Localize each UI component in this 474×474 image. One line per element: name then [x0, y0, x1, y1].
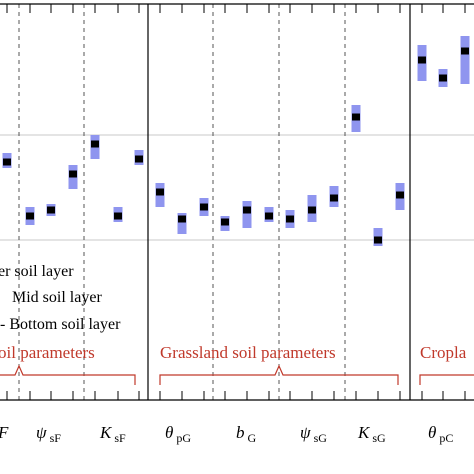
tick-label-symbol-7: θ: [428, 423, 436, 442]
legend-entry-0: per soil layer: [0, 263, 74, 280]
tick-label-0: F: [0, 423, 9, 442]
point-marker-14: [308, 206, 316, 214]
legend-entry-1: Mid soil layer: [12, 289, 102, 306]
tick-label-sub-4: G: [248, 431, 257, 445]
point-marker-9: [200, 203, 208, 211]
tick-label-symbol-5: ψ: [300, 423, 311, 442]
tick-label-sub-6: sG: [372, 431, 386, 445]
point-marker-10: [221, 218, 229, 226]
point-marker-8: [178, 215, 186, 223]
range-bar-8: [177, 213, 187, 234]
point-marker-2: [47, 206, 55, 214]
x-tick-labels: FψsFKsFθpGbGψsGKsGθpC: [0, 423, 453, 445]
point-marker-5: [114, 212, 122, 220]
tick-label-sub-7: pC: [439, 431, 453, 445]
group-label-1: Grassland soil parameters: [160, 343, 336, 362]
tick-label-symbol-6: K: [357, 423, 371, 442]
group-dividers: [18, 4, 411, 400]
group-bracket-0: [0, 364, 136, 385]
point-marker-7: [156, 188, 164, 196]
legend-entry-2: - Bottom soil layer: [0, 316, 121, 333]
tick-label-sub-5: sG: [314, 431, 328, 445]
point-marker-6: [135, 155, 143, 163]
tick-label-7: θ pC: [428, 423, 453, 445]
point-marker-20: [439, 74, 447, 82]
point-marker-16: [352, 113, 360, 121]
tick-label-3: θ pG: [165, 423, 191, 445]
point-marker-12: [265, 212, 273, 220]
point-marker-4: [91, 140, 99, 148]
point-marker-19: [418, 56, 426, 64]
point-markers: [3, 47, 469, 244]
range-bar-21: [460, 36, 470, 84]
tick-label-1: ψ sF: [36, 423, 61, 445]
range-bars: [2, 36, 470, 246]
tick-label-symbol-4: b: [236, 423, 245, 442]
group-labels: oil parameters Grassland soil parameters C…: [0, 343, 474, 385]
point-marker-3: [69, 170, 77, 178]
tick-label-5: ψ sG: [300, 423, 327, 445]
point-marker-15: [330, 194, 338, 202]
range-bar-11: [242, 201, 252, 228]
point-marker-17: [374, 236, 382, 244]
point-marker-18: [396, 191, 404, 199]
tick-label-symbol-3: θ: [165, 423, 173, 442]
point-marker-13: [286, 215, 294, 223]
tick-label-sub-2: sF: [114, 431, 126, 445]
group-bracket-2: [419, 374, 474, 385]
tick-label-symbol-1: ψ: [36, 423, 47, 442]
point-marker-21: [461, 47, 469, 55]
group-label-0: oil parameters: [0, 343, 95, 362]
tick-label-sub-3: pG: [176, 431, 191, 445]
point-marker-1: [26, 212, 34, 220]
tick-label-sub-1: sF: [50, 431, 62, 445]
plot-frame: [0, 3, 474, 401]
tick-label-symbol-2: K: [99, 423, 113, 442]
group-bracket-1: [159, 364, 399, 385]
point-marker-11: [243, 206, 251, 214]
legend: per soil layer Mid soil layer - Bottom soi…: [0, 263, 121, 333]
group-label-2: Cropla: [420, 343, 467, 362]
gridlines: [0, 134, 474, 241]
point-marker-0: [3, 158, 11, 166]
x-ticks: [6, 4, 466, 400]
